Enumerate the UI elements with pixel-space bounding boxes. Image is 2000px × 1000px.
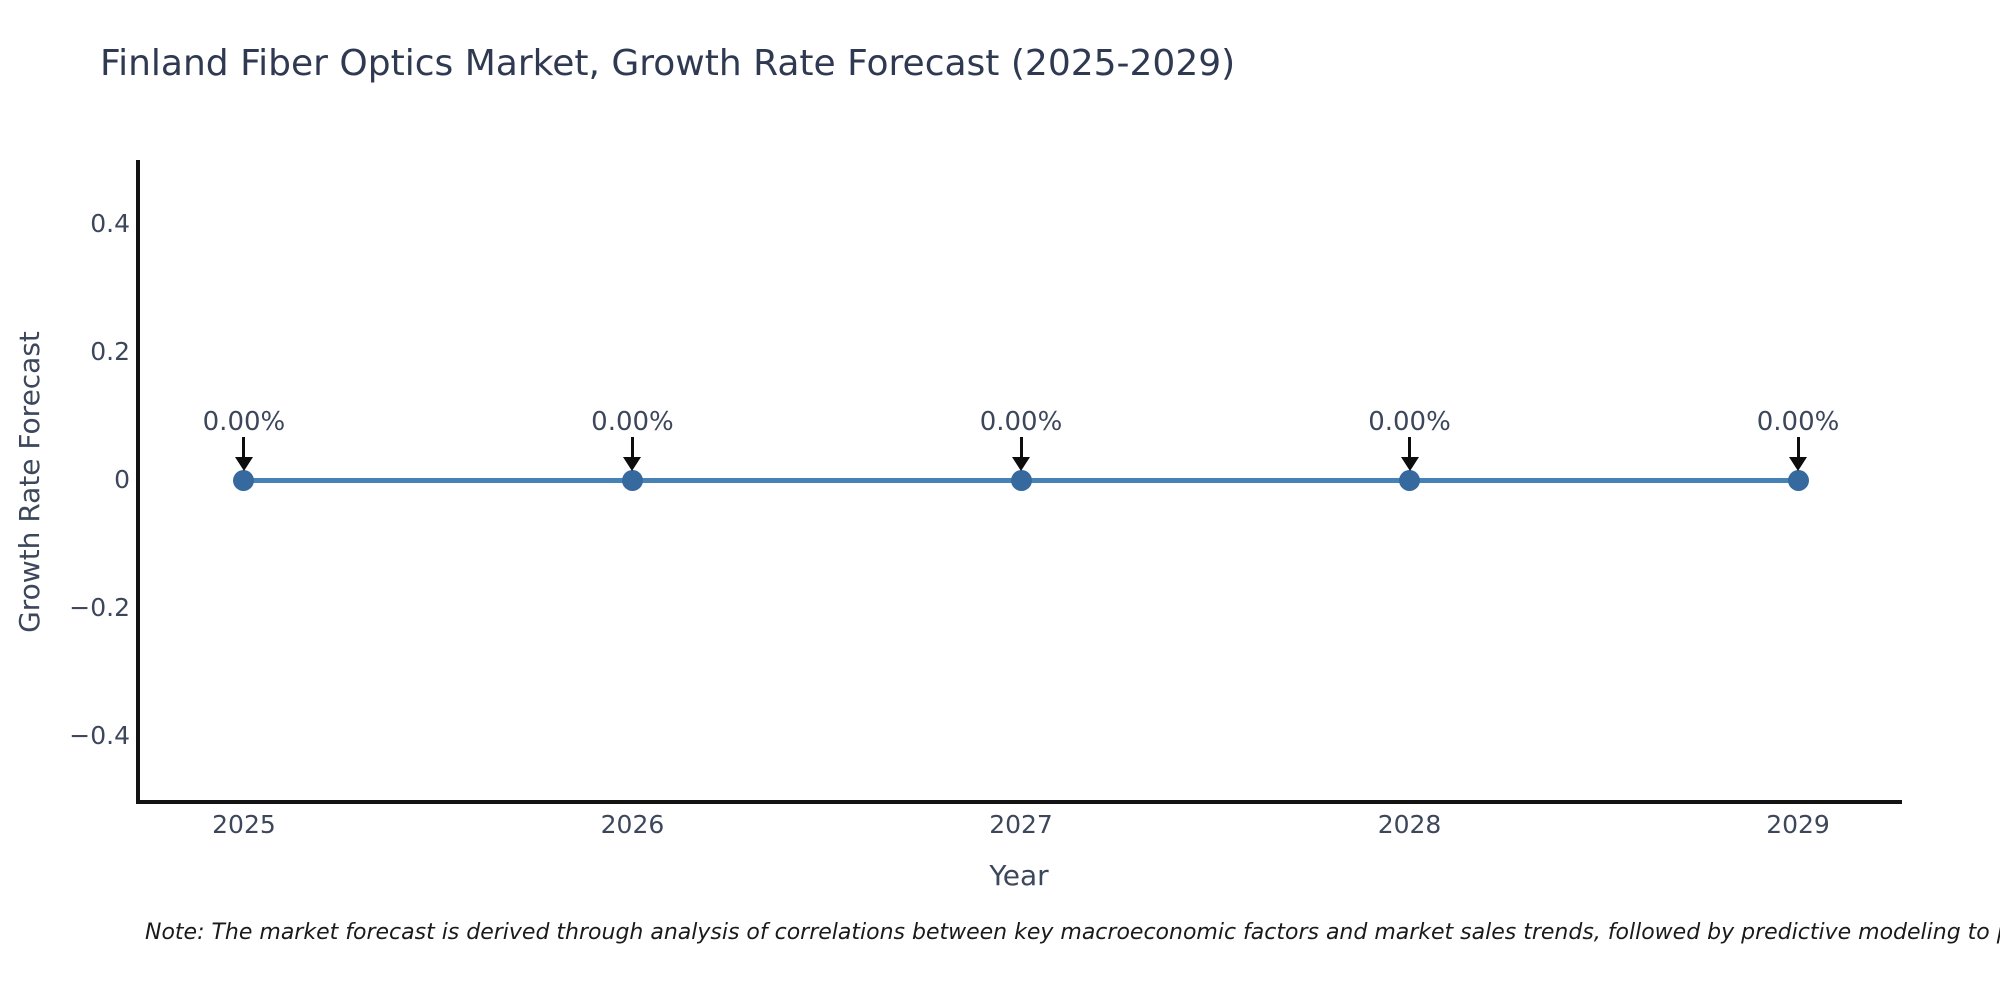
y-tick-label: −0.4 bbox=[69, 721, 130, 750]
annotation-arrow-stem bbox=[630, 437, 634, 458]
annotation-arrow-stem bbox=[1019, 437, 1023, 458]
data-point-label: 0.00% bbox=[979, 407, 1063, 437]
y-tick-label: 0 bbox=[114, 465, 130, 494]
series-line-segment bbox=[1021, 477, 1410, 483]
annotation-arrow-stem bbox=[1796, 437, 1800, 458]
series-line-segment bbox=[1409, 477, 1799, 483]
series-line-segment bbox=[243, 477, 633, 483]
data-point-label: 0.00% bbox=[1368, 407, 1451, 437]
data-point-marker bbox=[1787, 469, 1809, 491]
x-axis-title: Year bbox=[989, 859, 1049, 892]
data-point-label: 0.00% bbox=[202, 407, 286, 437]
annotation-arrow-head bbox=[234, 457, 253, 471]
y-tick-label: 0.2 bbox=[90, 337, 130, 366]
x-tick-label: 2029 bbox=[1766, 810, 1830, 839]
annotation-arrow-stem bbox=[242, 437, 246, 458]
x-tick-label: 2028 bbox=[1377, 810, 1442, 839]
y-tick-label: 0.4 bbox=[90, 209, 130, 238]
series-line-segment bbox=[632, 477, 1021, 483]
annotation-arrow-head bbox=[1400, 457, 1419, 471]
data-point-label: 0.00% bbox=[1756, 407, 1840, 437]
annotation-arrow-stem bbox=[1408, 437, 1412, 458]
plot-area bbox=[136, 160, 1902, 804]
x-tick-label: 2027 bbox=[989, 810, 1053, 839]
footnote: Note: The market forecast is derived thr… bbox=[145, 920, 2000, 945]
y-tick-label: −0.2 bbox=[69, 593, 130, 622]
x-tick-label: 2025 bbox=[212, 810, 276, 839]
annotation-arrow-head bbox=[623, 457, 642, 471]
data-point-marker bbox=[1010, 469, 1032, 491]
chart-title: Finland Fiber Optics Market, Growth Rate… bbox=[100, 43, 1236, 84]
data-point-label: 0.00% bbox=[591, 407, 674, 437]
annotation-arrow-head bbox=[1789, 457, 1808, 471]
data-point-marker bbox=[1399, 469, 1421, 491]
data-point-marker bbox=[233, 469, 255, 491]
data-point-marker bbox=[621, 469, 643, 491]
annotation-arrow-head bbox=[1012, 457, 1030, 471]
x-tick-label: 2026 bbox=[600, 810, 665, 839]
